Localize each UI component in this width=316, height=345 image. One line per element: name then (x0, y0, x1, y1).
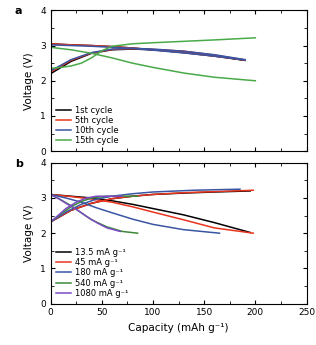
13.5 mA g⁻¹ (69, 208, 73, 213)
10th cycle (49, 69, 52, 73)
10th cycle (110, 47, 114, 51)
10th cycle (243, 58, 247, 62)
540 mA g⁻¹ (136, 194, 139, 198)
1080 mA g⁻¹ (49, 220, 52, 224)
13.5 mA g⁻¹ (131, 194, 134, 198)
5th cycle (182, 49, 185, 53)
13.5 mA g⁻¹ (90, 201, 94, 205)
10th cycle (182, 49, 185, 53)
1st cycle (212, 53, 216, 58)
Y-axis label: Voltage (V): Voltage (V) (24, 204, 34, 262)
Text: a: a (15, 6, 22, 16)
15th cycle (69, 64, 73, 68)
Y-axis label: Voltage (V): Voltage (V) (24, 52, 34, 110)
10th cycle (151, 47, 155, 51)
10th cycle (90, 50, 94, 55)
10th cycle (69, 58, 73, 62)
1080 mA g⁻¹ (120, 194, 124, 198)
Line: 540 mA g⁻¹: 540 mA g⁻¹ (51, 196, 137, 222)
45 mA g⁻¹ (49, 220, 52, 224)
1st cycle (90, 51, 94, 55)
1080 mA g⁻¹ (74, 200, 78, 204)
1st cycle (110, 48, 114, 52)
15th cycle (212, 38, 216, 42)
1st cycle (151, 48, 155, 52)
Line: 180 mA g⁻¹: 180 mA g⁻¹ (51, 189, 240, 222)
1st cycle (243, 58, 247, 62)
1st cycle (131, 47, 134, 51)
45 mA g⁻¹ (252, 188, 255, 192)
540 mA g⁻¹ (105, 194, 109, 198)
15th cycle (79, 61, 83, 65)
180 mA g⁻¹ (49, 220, 52, 224)
45 mA g⁻¹ (69, 208, 73, 213)
15th cycle (100, 49, 104, 53)
5th cycle (69, 58, 73, 62)
1080 mA g⁻¹ (57, 213, 61, 217)
45 mA g⁻¹ (151, 193, 155, 197)
15th cycle (131, 42, 134, 46)
5th cycle (151, 47, 155, 51)
1080 mA g⁻¹ (108, 194, 112, 198)
13.5 mA g⁻¹ (151, 193, 155, 197)
180 mA g⁻¹ (110, 194, 114, 198)
Line: 1st cycle: 1st cycle (51, 49, 245, 74)
13.5 mA g⁻¹ (49, 220, 52, 224)
1080 mA g⁻¹ (84, 196, 88, 200)
1st cycle (49, 72, 52, 76)
Line: 10th cycle: 10th cycle (51, 48, 245, 71)
15th cycle (59, 65, 63, 69)
Legend: 13.5 mA g⁻¹, 45 mA g⁻¹, 180 mA g⁻¹, 540 mA g⁻¹, 1080 mA g⁻¹: 13.5 mA g⁻¹, 45 mA g⁻¹, 180 mA g⁻¹, 540 … (55, 246, 130, 299)
1080 mA g⁻¹ (64, 206, 68, 210)
15th cycle (151, 41, 155, 45)
15th cycle (110, 44, 114, 48)
13.5 mA g⁻¹ (212, 190, 216, 194)
13.5 mA g⁻¹ (182, 191, 185, 195)
540 mA g⁻¹ (120, 194, 124, 198)
180 mA g⁻¹ (238, 187, 242, 191)
Line: 45 mA g⁻¹: 45 mA g⁻¹ (51, 190, 253, 222)
1st cycle (69, 59, 73, 63)
10th cycle (131, 46, 134, 50)
5th cycle (212, 53, 216, 57)
180 mA g⁻¹ (95, 197, 99, 201)
5th cycle (243, 58, 247, 62)
180 mA g⁻¹ (79, 202, 83, 206)
5th cycle (110, 47, 114, 51)
5th cycle (90, 51, 94, 55)
13.5 mA g⁻¹ (248, 189, 252, 193)
1st cycle (182, 49, 185, 53)
Legend: 1st cycle, 5th cycle, 10th cycle, 15th cycle: 1st cycle, 5th cycle, 10th cycle, 15th c… (55, 104, 120, 147)
45 mA g⁻¹ (182, 191, 185, 195)
45 mA g⁻¹ (212, 189, 216, 194)
10th cycle (212, 53, 216, 57)
1080 mA g⁻¹ (95, 194, 99, 198)
180 mA g⁻¹ (192, 188, 196, 192)
540 mA g⁻¹ (69, 205, 73, 209)
15th cycle (49, 66, 52, 70)
180 mA g⁻¹ (151, 190, 155, 194)
13.5 mA g⁻¹ (110, 197, 114, 201)
Line: 13.5 mA g⁻¹: 13.5 mA g⁻¹ (51, 191, 250, 222)
540 mA g⁻¹ (49, 220, 52, 224)
45 mA g⁻¹ (131, 194, 134, 198)
Text: b: b (15, 159, 23, 169)
45 mA g⁻¹ (110, 197, 114, 201)
Line: 15th cycle: 15th cycle (51, 38, 255, 68)
180 mA g⁻¹ (64, 210, 68, 214)
5th cycle (131, 47, 134, 51)
X-axis label: Capacity (mAh g⁻¹): Capacity (mAh g⁻¹) (128, 323, 229, 333)
Line: 5th cycle: 5th cycle (51, 49, 245, 72)
180 mA g⁻¹ (131, 192, 134, 196)
15th cycle (182, 39, 185, 43)
Line: 1080 mA g⁻¹: 1080 mA g⁻¹ (51, 196, 122, 222)
45 mA g⁻¹ (90, 201, 94, 205)
15th cycle (253, 36, 257, 40)
540 mA g⁻¹ (90, 196, 94, 200)
540 mA g⁻¹ (59, 212, 63, 216)
15th cycle (90, 56, 94, 60)
540 mA g⁻¹ (79, 199, 83, 204)
5th cycle (49, 70, 52, 74)
